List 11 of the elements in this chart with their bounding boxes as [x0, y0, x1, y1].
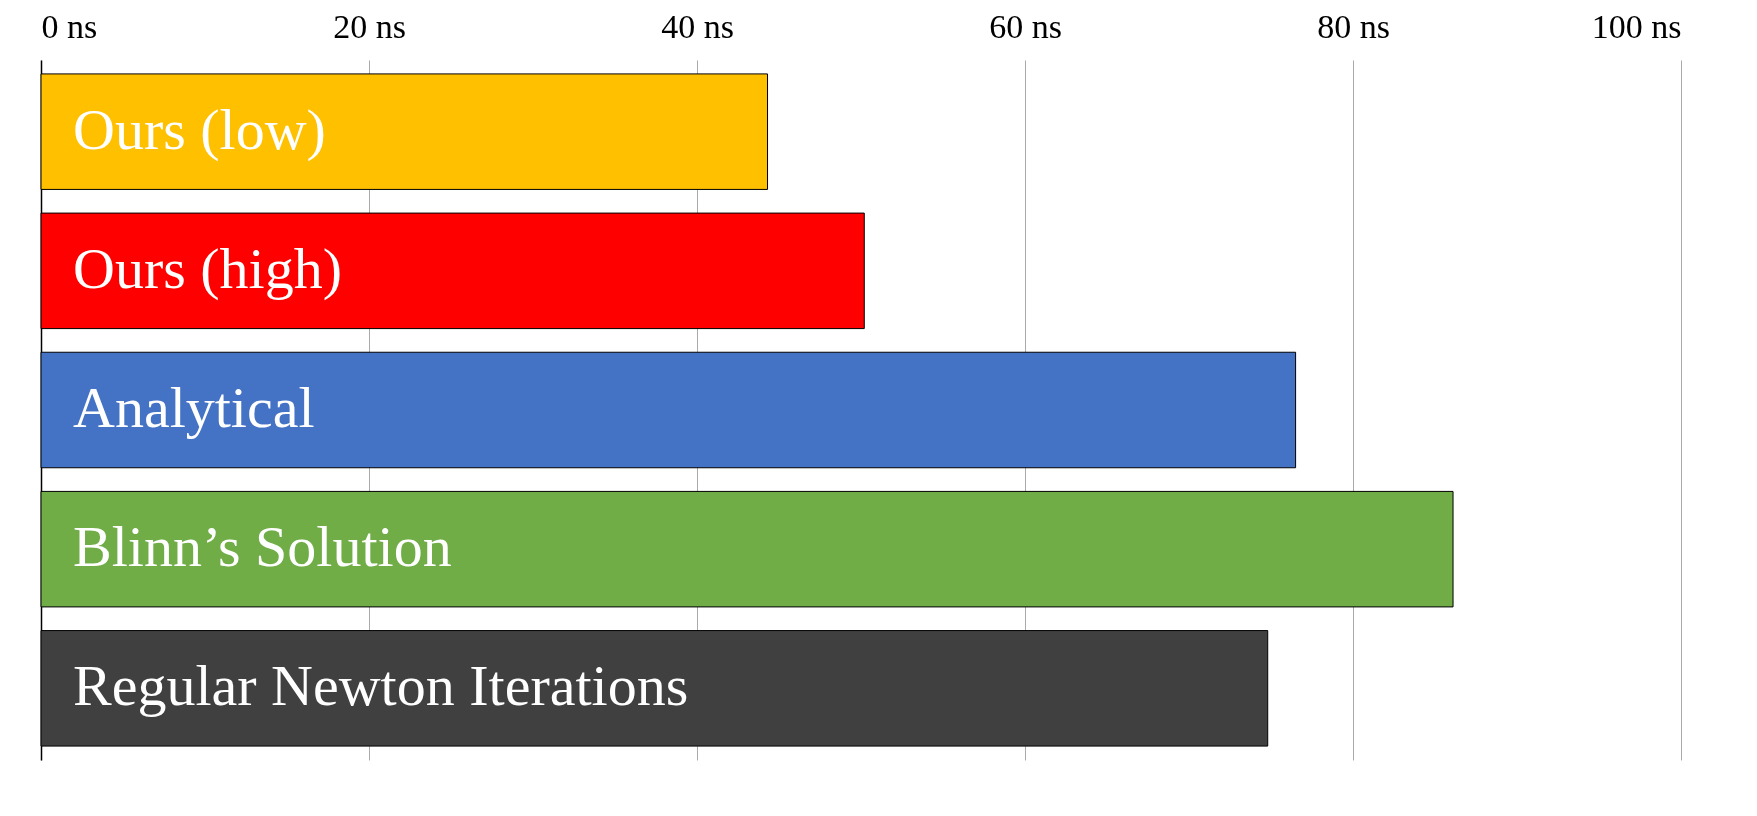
y-tick-label: Analytical — [73, 375, 315, 440]
y-tick-label: Regular Newton Iterations — [73, 653, 689, 719]
y-tick-label: Blinn’s Solution — [73, 514, 452, 580]
x-tick-label: 100 ns — [1591, 7, 1682, 45]
y-tick-label: Ours (high) — [73, 235, 343, 301]
x-tick-label: 20 ns — [333, 7, 406, 45]
x-tick-label: 80 ns — [1317, 7, 1390, 45]
x-tick-label: 60 ns — [989, 7, 1062, 45]
x-tick-label: 40 ns — [661, 7, 734, 45]
x-tick-label: 0 ns — [41, 7, 98, 45]
y-tick-label: Ours (low) — [73, 96, 326, 162]
